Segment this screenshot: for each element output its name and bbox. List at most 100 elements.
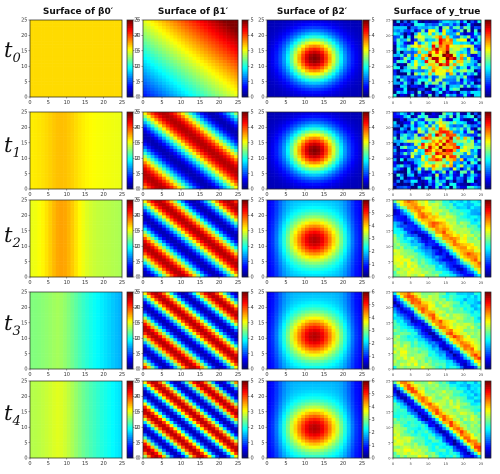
heatmap-cell [41,56,45,61]
heatmap-cell [324,185,329,190]
heatmap-cell [312,63,317,67]
heatmap-cell [312,145,317,150]
heatmap-cell [88,56,93,61]
heatmap-cell [184,148,189,153]
heatmap-cell [184,155,189,159]
heatmap-cell [192,179,197,184]
heatmap-cell [410,47,415,52]
heatmap-cell [30,72,34,76]
heatmap-cell [158,115,163,119]
heatmap-cell [41,84,45,89]
heatmap-cell [424,84,429,89]
heatmap-cell [339,167,344,171]
heatmap-cell [181,164,186,168]
heatmap-cell [417,63,422,67]
heatmap-cell [118,84,123,89]
heatmap-cell [226,127,231,131]
x-tick-label: 25 [359,192,365,198]
heatmap-cell [99,173,104,177]
heatmap-cell [181,93,186,98]
heatmap-cell [177,90,182,95]
colorbar-step [127,46,133,50]
heatmap-cell [200,50,205,55]
heatmap-cell [358,41,363,45]
heatmap-cell [107,35,112,39]
heatmap-cell [305,161,310,165]
heatmap-cell [158,148,163,153]
heatmap-cell [110,133,115,137]
heatmap-cell [184,26,189,30]
heatmap-cell [393,118,397,122]
heatmap-cell [173,127,178,131]
heatmap-cell [354,179,359,184]
heatmap-cell [103,136,108,140]
heatmap-cell [320,23,325,27]
heatmap-cell [30,164,34,168]
heatmap-cell [81,60,86,64]
heatmap-cell [192,112,197,116]
heatmap-cell [438,53,443,58]
heatmap-cell [103,179,108,184]
heatmap-cell [293,75,298,79]
heatmap-cell [196,145,201,150]
heatmap-cell [162,23,167,27]
heatmap-cell [442,112,447,116]
heatmap-cell [234,66,239,70]
heatmap-cell [154,142,159,147]
heatmap-cell [184,75,189,79]
heatmap-cell [354,142,359,147]
heatmap-cell [470,29,475,33]
heatmap-cell [459,115,464,119]
heatmap-cell [230,69,235,73]
heatmap-cell [267,118,272,122]
heatmap-cell [331,182,336,187]
heatmap-cell [456,72,461,76]
heatmap-cell [55,50,60,55]
heatmap-cell [162,148,167,153]
heatmap-cell [477,35,482,39]
heatmap-cell [158,35,163,39]
heatmap-cell [92,167,97,171]
heatmap-cell [52,93,57,98]
heatmap-cell [320,133,325,137]
heatmap-cell [118,26,123,30]
heatmap-cell [463,32,468,36]
heatmap-cell [118,72,123,76]
heatmap-cell [107,53,112,58]
heatmap-cell [289,139,294,144]
heatmap-cell [270,63,275,67]
heatmap-cell [92,63,97,67]
heatmap-cell [44,41,49,45]
heatmap-cell [114,139,119,144]
heatmap-cell [44,23,49,27]
heatmap-cell [33,148,38,153]
heatmap-cell [66,60,71,64]
heatmap-cell [470,115,475,119]
heatmap-cell [274,179,279,184]
heatmap-cell [414,26,418,30]
heatmap-cell [477,60,482,64]
heatmap-cell [48,136,53,140]
heatmap-cell [184,69,189,73]
heatmap-cell [335,179,340,184]
colorbar-step [127,60,133,63]
heatmap-cell [222,47,227,52]
heatmap-cell [297,127,302,131]
heatmap-cell [226,152,231,156]
heatmap-cell [473,41,478,45]
heatmap-cell [331,148,336,153]
heatmap-cell [316,176,321,181]
heatmap-cell [63,63,68,67]
heatmap-cell [99,44,104,48]
heatmap-cell [226,84,231,89]
heatmap-cell [346,139,351,144]
heatmap-cell [403,118,408,122]
heatmap-cell [335,145,340,150]
heatmap-cell [320,121,325,125]
heatmap-cell [88,20,93,24]
heatmap-cell [211,53,216,58]
heatmap-cell [88,50,93,55]
heatmap-cell [407,53,411,58]
heatmap-cell [350,26,355,30]
heatmap-cell [200,182,205,187]
